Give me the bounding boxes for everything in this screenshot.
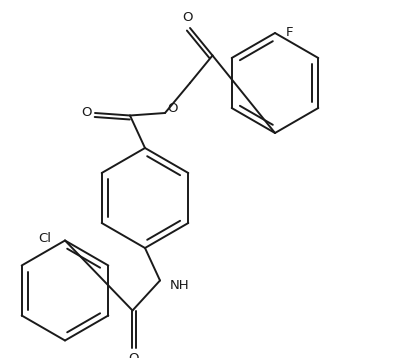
Text: O: O: [81, 106, 91, 120]
Text: O: O: [128, 353, 139, 358]
Text: F: F: [286, 25, 294, 39]
Text: NH: NH: [170, 279, 190, 292]
Text: Cl: Cl: [38, 232, 51, 245]
Text: O: O: [167, 102, 178, 115]
Text: O: O: [182, 10, 193, 24]
